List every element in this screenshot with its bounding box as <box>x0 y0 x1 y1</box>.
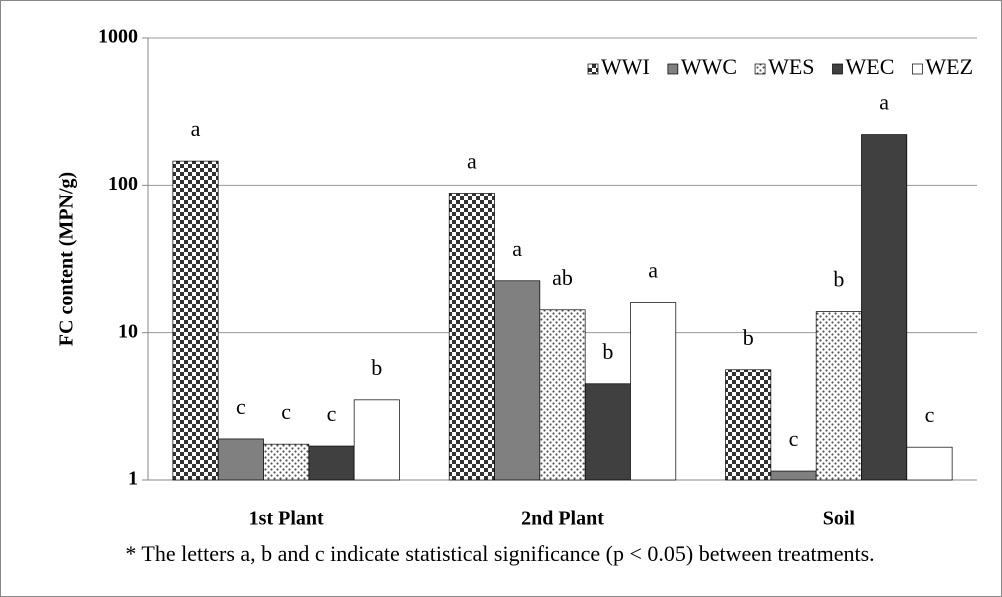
x-tick-label: 1st Plant <box>249 508 324 530</box>
bar <box>263 443 310 481</box>
y-tick-label: 1 <box>128 468 138 490</box>
bar <box>308 445 355 481</box>
legend-swatch <box>754 63 766 75</box>
significance-letter: c <box>281 399 291 424</box>
footnote: * The letters a, b and c indicate statis… <box>125 541 874 566</box>
significance-letter: b <box>371 355 382 380</box>
legend-label: WEC <box>846 54 895 79</box>
bar <box>630 302 677 481</box>
y-tick-label: 100 <box>108 173 138 195</box>
legend-label: WWC <box>681 54 737 79</box>
significance-letter: a <box>879 90 889 115</box>
bar <box>448 193 495 481</box>
bar <box>172 160 219 481</box>
significance-letter: a <box>191 116 201 141</box>
bar <box>353 399 400 481</box>
y-axis-label: FC content (MPN/g) <box>56 172 78 346</box>
significance-letter: b <box>833 267 844 292</box>
significance-letter: a <box>467 149 477 174</box>
bar <box>494 280 541 481</box>
y-tick-label: 1000 <box>98 26 138 48</box>
legend-swatch <box>587 63 599 75</box>
bar <box>815 311 862 481</box>
bar <box>539 309 586 481</box>
legend-swatch <box>832 63 843 75</box>
bar <box>770 470 817 481</box>
significance-letter: b <box>602 339 613 364</box>
legend-swatch <box>912 63 923 75</box>
bar <box>906 446 953 481</box>
x-tick-label: 2nd Plant <box>521 508 604 530</box>
significance-letter: c <box>789 426 799 451</box>
significance-letter: c <box>925 402 935 427</box>
legend-label: WES <box>768 54 814 79</box>
significance-letter: c <box>236 394 246 419</box>
bar <box>217 438 264 481</box>
y-tick-label: 10 <box>118 320 138 342</box>
legend-label: WWI <box>601 54 650 79</box>
x-tick-label: Soil <box>823 508 856 530</box>
legend-swatch <box>667 63 679 75</box>
significance-letter: a <box>512 236 522 261</box>
significance-letter: ab <box>552 265 573 290</box>
bar <box>861 134 908 481</box>
significance-letter: b <box>743 325 754 350</box>
legend-label: WEZ <box>925 54 973 79</box>
bar <box>584 383 631 481</box>
significance-letter: c <box>327 401 337 426</box>
bar <box>725 369 772 481</box>
significance-letter: a <box>648 258 658 283</box>
